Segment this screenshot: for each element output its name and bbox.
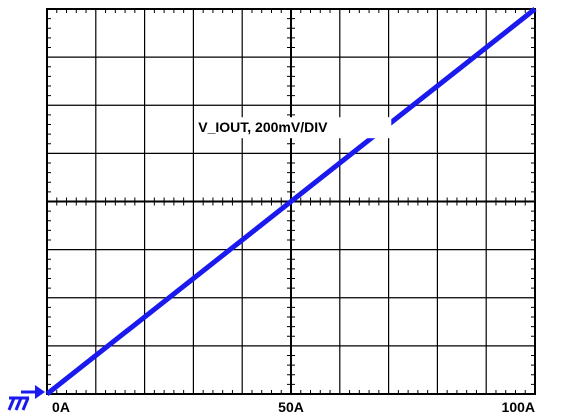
- ground-arrow: [35, 385, 45, 399]
- ground-leg: [21, 397, 30, 411]
- x-tick-label: 100A: [502, 399, 535, 415]
- trace-layer: V_IOUT, 200mV/DIV: [7, 7, 537, 411]
- ground-leg: [7, 397, 16, 411]
- ground-leg: [14, 397, 23, 411]
- x-tick-label: 50A: [278, 399, 304, 415]
- x-tick-label: 0A: [52, 399, 70, 415]
- series-line-0: [45, 7, 537, 396]
- ground-marker-icon: [7, 385, 45, 411]
- series-label-0: V_IOUT, 200mV/DIV: [198, 119, 328, 135]
- labels: 0A 50A 100A: [52, 399, 535, 415]
- trace-label-background: [195, 117, 392, 139]
